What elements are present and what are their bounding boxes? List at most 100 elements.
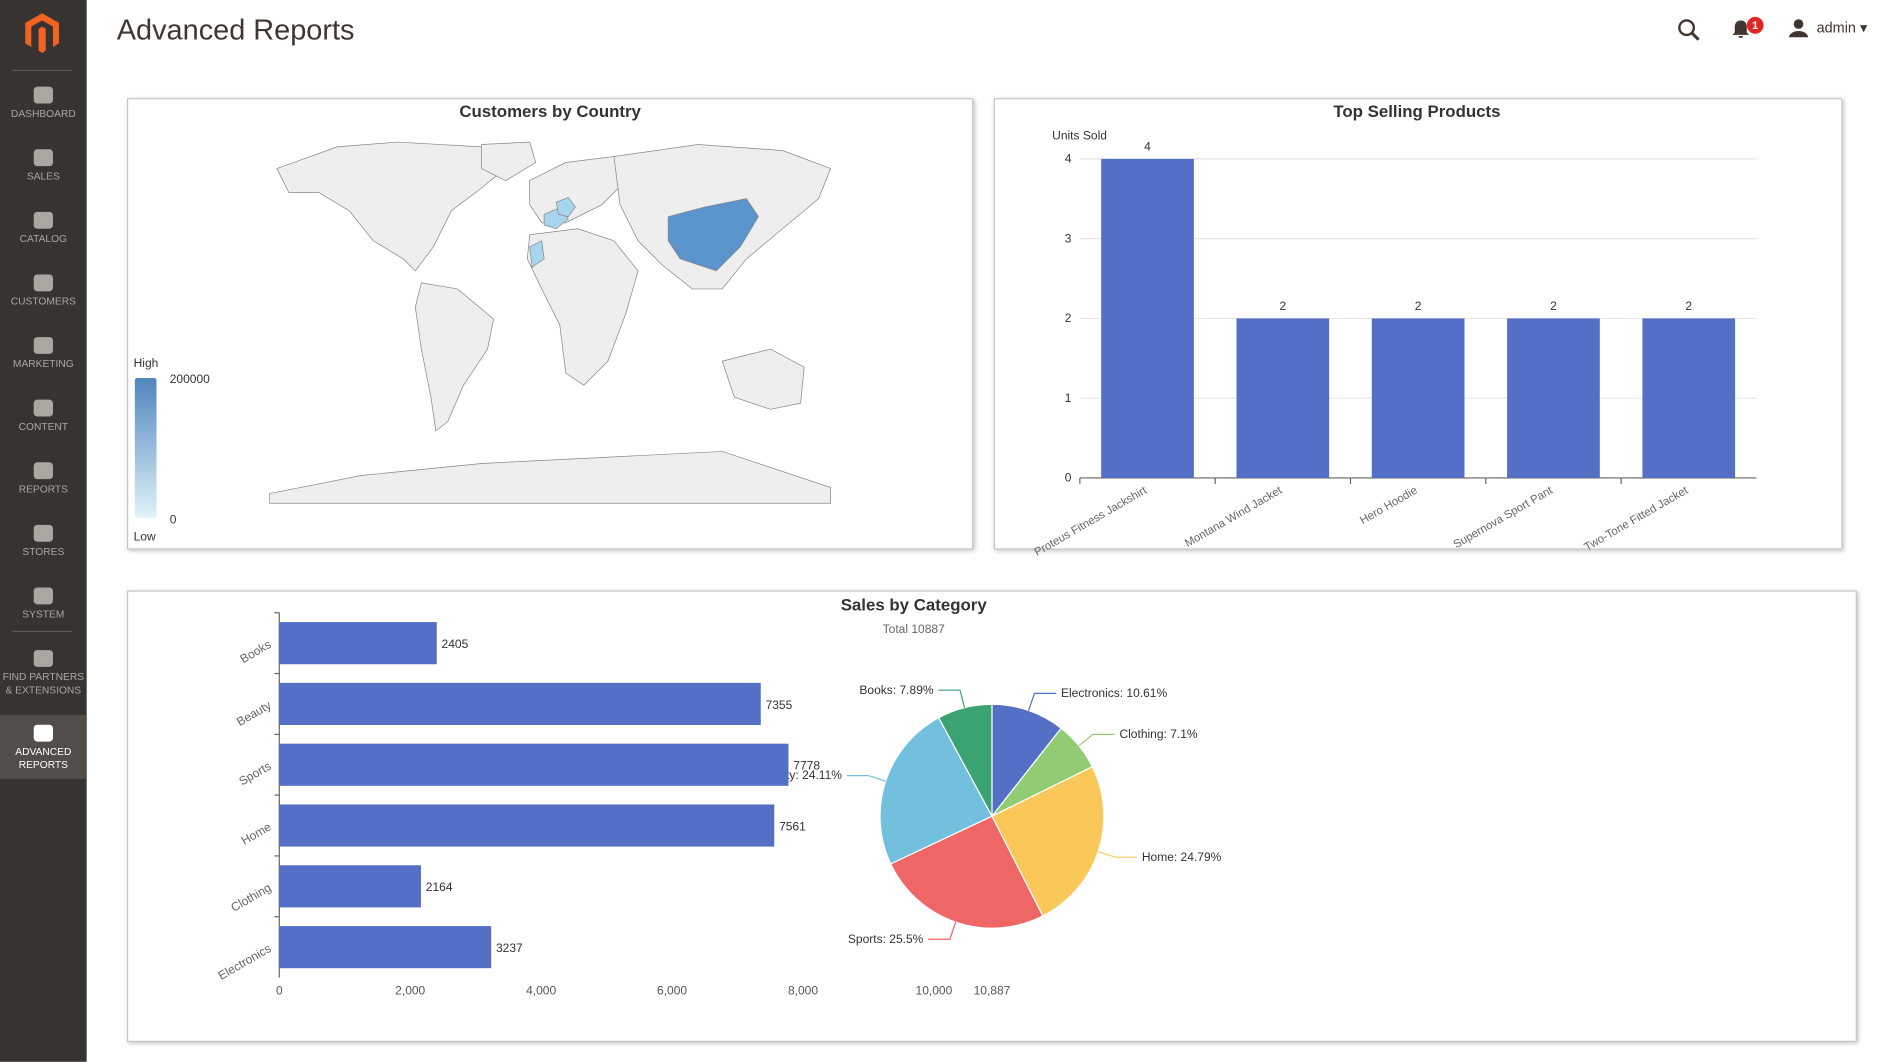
user-name: admin [1816, 19, 1856, 37]
menu-icon [33, 399, 53, 417]
data-label: 7355 [766, 698, 793, 712]
pie-label: Electronics: 10.61% [1061, 686, 1168, 700]
land [414, 282, 494, 432]
x-tick-label: 8,000 [788, 983, 818, 997]
menu-item[interactable]: ADVANCED REPORTS [0, 715, 87, 779]
menu-icon [33, 274, 53, 292]
menu-label: CATALOG [19, 232, 68, 245]
visual-map-label: Low [134, 530, 156, 544]
pie-slice [991, 765, 1105, 917]
data-label: 3237 [496, 941, 523, 955]
menu-item[interactable]: CONTENT [0, 399, 87, 434]
chart-title: Sales by Category [841, 595, 988, 614]
menu-icon [33, 86, 53, 104]
bar [279, 622, 437, 665]
user-icon[interactable] [1788, 18, 1809, 38]
bar [279, 743, 789, 786]
menu-icon [33, 337, 53, 354]
data-label: 2405 [442, 637, 469, 651]
visual-map-max: 200000 [170, 372, 210, 386]
data-label: 7778 [793, 759, 820, 773]
axis-label: Units Sold [1052, 129, 1107, 143]
country [529, 240, 545, 268]
menu-icon [33, 650, 53, 667]
chart-title: Top Selling Products [1333, 102, 1500, 121]
menu-icon [33, 724, 53, 742]
leader-line [928, 921, 957, 940]
x-tick-label: 0 [276, 983, 283, 997]
leader-line [1078, 733, 1115, 747]
leader-line [1098, 850, 1138, 858]
leader-line [1028, 692, 1057, 711]
data-label: 2 [1279, 299, 1286, 313]
page-title: Advanced Reports [116, 14, 355, 47]
search-icon[interactable] [1677, 18, 1701, 42]
data-label: 2 [1415, 299, 1422, 313]
menu-item[interactable]: SALES [0, 149, 87, 183]
bar [1507, 318, 1600, 478]
visual-map-label: High [134, 356, 159, 370]
y-tick-label: 2 [1065, 311, 1072, 325]
land [526, 228, 639, 386]
user-menu[interactable]: admin ▾ [1816, 19, 1868, 37]
bar [279, 865, 421, 908]
pie-label: Books: 7.89% [859, 683, 933, 697]
notification-count: 1 [1746, 16, 1764, 34]
logo[interactable] [24, 12, 60, 53]
x-tick-label: 6,000 [657, 983, 687, 997]
menu-item[interactable]: STORES [0, 524, 87, 559]
chart-title: Customers by Country [459, 102, 641, 121]
data-label: 4 [1144, 139, 1151, 153]
bar [1236, 318, 1330, 478]
y-tick-label: 3 [1065, 231, 1072, 245]
menu-icon [33, 462, 53, 480]
data-label: 7561 [779, 819, 806, 833]
x-tick-label: 10,887 [974, 983, 1011, 997]
menu-icon [33, 587, 53, 605]
menu-label: CUSTOMERS [10, 294, 76, 307]
menu-item[interactable]: MARKETING [0, 337, 87, 371]
pie-slice [937, 703, 993, 817]
leader-line [938, 689, 966, 708]
bar [279, 682, 761, 726]
menu-label: MARKETING [12, 357, 74, 370]
menu-item[interactable]: CUSTOMERS [0, 274, 87, 308]
menu-icon [33, 524, 53, 542]
bar [1101, 158, 1194, 478]
menu-item[interactable]: CATALOG [0, 211, 87, 246]
visual-map-min: 0 [170, 513, 177, 527]
menu-label: SALES [26, 169, 60, 182]
x-tick-label: 4,000 [526, 983, 556, 997]
data-label: 2164 [426, 880, 453, 894]
menu-item[interactable]: SYSTEM [0, 587, 87, 621]
bar [279, 804, 775, 847]
pie-label: Home: 24.79% [1142, 850, 1222, 864]
leader-line [846, 775, 886, 782]
menu-label: FIND PARTNERS & EXTENSIONS [2, 670, 85, 696]
land [481, 141, 537, 181]
menu-item[interactable]: DASHBOARD [0, 86, 87, 121]
land [269, 451, 832, 504]
pie-slice [991, 703, 1063, 818]
data-label: 2 [1685, 299, 1692, 313]
data-label: 2 [1550, 299, 1557, 313]
land [529, 156, 627, 224]
menu-item[interactable]: FIND PARTNERS & EXTENSIONS [0, 650, 87, 697]
sidebar: DASHBOARD SALES CATALOG CUSTOMERS MARKETING C… [0, 0, 87, 1062]
country [667, 198, 759, 272]
menu-label: REPORTS [18, 482, 68, 495]
menu-icon [33, 211, 53, 229]
bar [1642, 318, 1736, 478]
land [721, 348, 805, 410]
pie-slice [889, 815, 1044, 929]
pie-label: Sports: 25.5% [848, 932, 924, 946]
visual-map-bar [134, 378, 157, 518]
pie-slice [879, 716, 993, 865]
menu-item[interactable]: REPORTS [0, 462, 87, 496]
notification-icon[interactable] [1732, 19, 1750, 38]
menu-label: DASHBOARD [10, 107, 76, 120]
y-tick-label: 1 [1065, 391, 1072, 405]
